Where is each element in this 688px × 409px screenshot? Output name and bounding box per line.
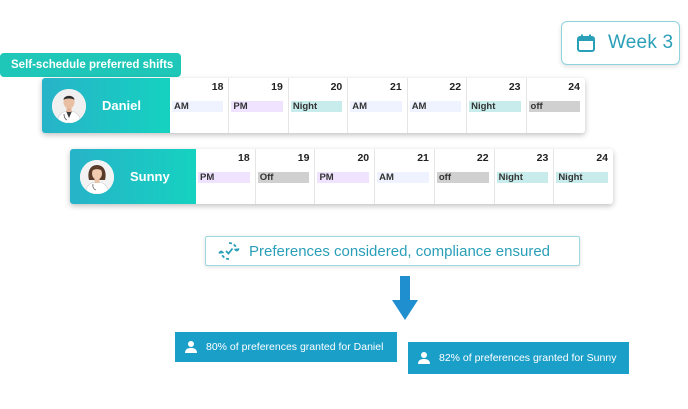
- day-cell[interactable]: 22 AM: [406, 78, 466, 133]
- shift-label: Off: [257, 172, 310, 183]
- shift-label: Night: [469, 101, 521, 112]
- day-number: 22: [449, 81, 462, 93]
- result-sunny: 82% of preferences granted for Sunny: [408, 342, 629, 374]
- days-row: 18 AM 19 PM 20 Night 21 AM 22 AM 23 Night 24 of…: [170, 78, 585, 133]
- week-label: Week 3: [608, 32, 674, 53]
- day-number: 22: [476, 152, 489, 164]
- user-icon: [418, 352, 430, 364]
- day-cell[interactable]: 23 Night: [466, 78, 525, 133]
- shift-label: PM: [198, 172, 250, 183]
- schedule-card-sunny: Sunny 18 PM 19 Off 20 PM 21 AM 22 off 23 Night…: [70, 149, 613, 204]
- shift-label: AM: [350, 101, 402, 112]
- person-name: Daniel: [102, 98, 142, 113]
- day-number: 24: [596, 152, 609, 164]
- result-text: 82% of preferences granted for Sunny: [439, 352, 617, 364]
- day-cell[interactable]: 19 Off: [254, 149, 315, 204]
- user-icon: [185, 341, 197, 353]
- week-badge[interactable]: Week 3: [561, 21, 680, 65]
- shift-label: AM: [377, 172, 429, 183]
- result-daniel: 80% of preferences granted for Daniel: [175, 332, 397, 362]
- doctor-male-icon: [52, 88, 86, 123]
- person-name: Sunny: [130, 169, 170, 184]
- shift-label: AM: [409, 101, 462, 112]
- day-cell[interactable]: 24 off: [525, 78, 585, 133]
- self-schedule-tag: Self-schedule preferred shifts: [0, 53, 181, 77]
- day-cell[interactable]: 24 Night: [553, 149, 613, 204]
- day-number: 21: [417, 152, 429, 164]
- day-number: 23: [508, 81, 521, 93]
- shift-label: AM: [172, 101, 224, 112]
- day-number: 20: [357, 152, 370, 164]
- day-cell[interactable]: 18 PM: [196, 149, 255, 204]
- shift-label: off: [436, 172, 489, 183]
- shift-label: off: [528, 101, 580, 112]
- shift-label: Night: [556, 172, 609, 183]
- day-cell[interactable]: 23 Night: [493, 149, 554, 204]
- day-number: 21: [390, 81, 402, 93]
- shift-label: PM: [317, 172, 370, 183]
- shift-label: Night: [496, 172, 549, 183]
- day-number: 23: [536, 152, 549, 164]
- day-cell[interactable]: 22 off: [433, 149, 494, 204]
- day-number: 19: [271, 81, 283, 93]
- calendar-icon: [577, 34, 595, 52]
- avatar: [80, 159, 114, 194]
- day-cell[interactable]: 21 AM: [347, 78, 406, 133]
- schedule-card-daniel: Daniel 18 AM 19 PM 20 Night 21 AM 22 AM 23 Nig…: [42, 78, 585, 133]
- day-number: 18: [238, 152, 250, 164]
- day-number: 19: [297, 152, 310, 164]
- day-number: 20: [330, 81, 343, 93]
- arrow-down-icon: [392, 276, 418, 320]
- day-cell[interactable]: 18 AM: [170, 78, 228, 133]
- shift-label: Night: [290, 101, 343, 112]
- result-text: 80% of preferences granted for Daniel: [206, 341, 384, 353]
- day-number: 24: [568, 81, 580, 93]
- person-header: Sunny: [70, 149, 196, 204]
- shift-label: PM: [231, 101, 283, 112]
- day-cell[interactable]: 20 Night: [287, 78, 347, 133]
- compliance-banner: Preferences considered, compliance ensur…: [205, 236, 580, 266]
- day-cell[interactable]: 19 PM: [228, 78, 287, 133]
- day-cell[interactable]: 21 AM: [374, 149, 434, 204]
- sync-icon: [218, 242, 240, 260]
- day-cell[interactable]: 20 PM: [314, 149, 374, 204]
- days-row: 18 PM 19 Off 20 PM 21 AM 22 off 23 Night 24 Nig…: [196, 149, 613, 204]
- person-header: Daniel: [42, 78, 170, 133]
- day-number: 18: [211, 81, 224, 93]
- doctor-female-icon: [80, 159, 114, 194]
- avatar: [52, 88, 86, 123]
- banner-text: Preferences considered, compliance ensur…: [249, 242, 551, 260]
